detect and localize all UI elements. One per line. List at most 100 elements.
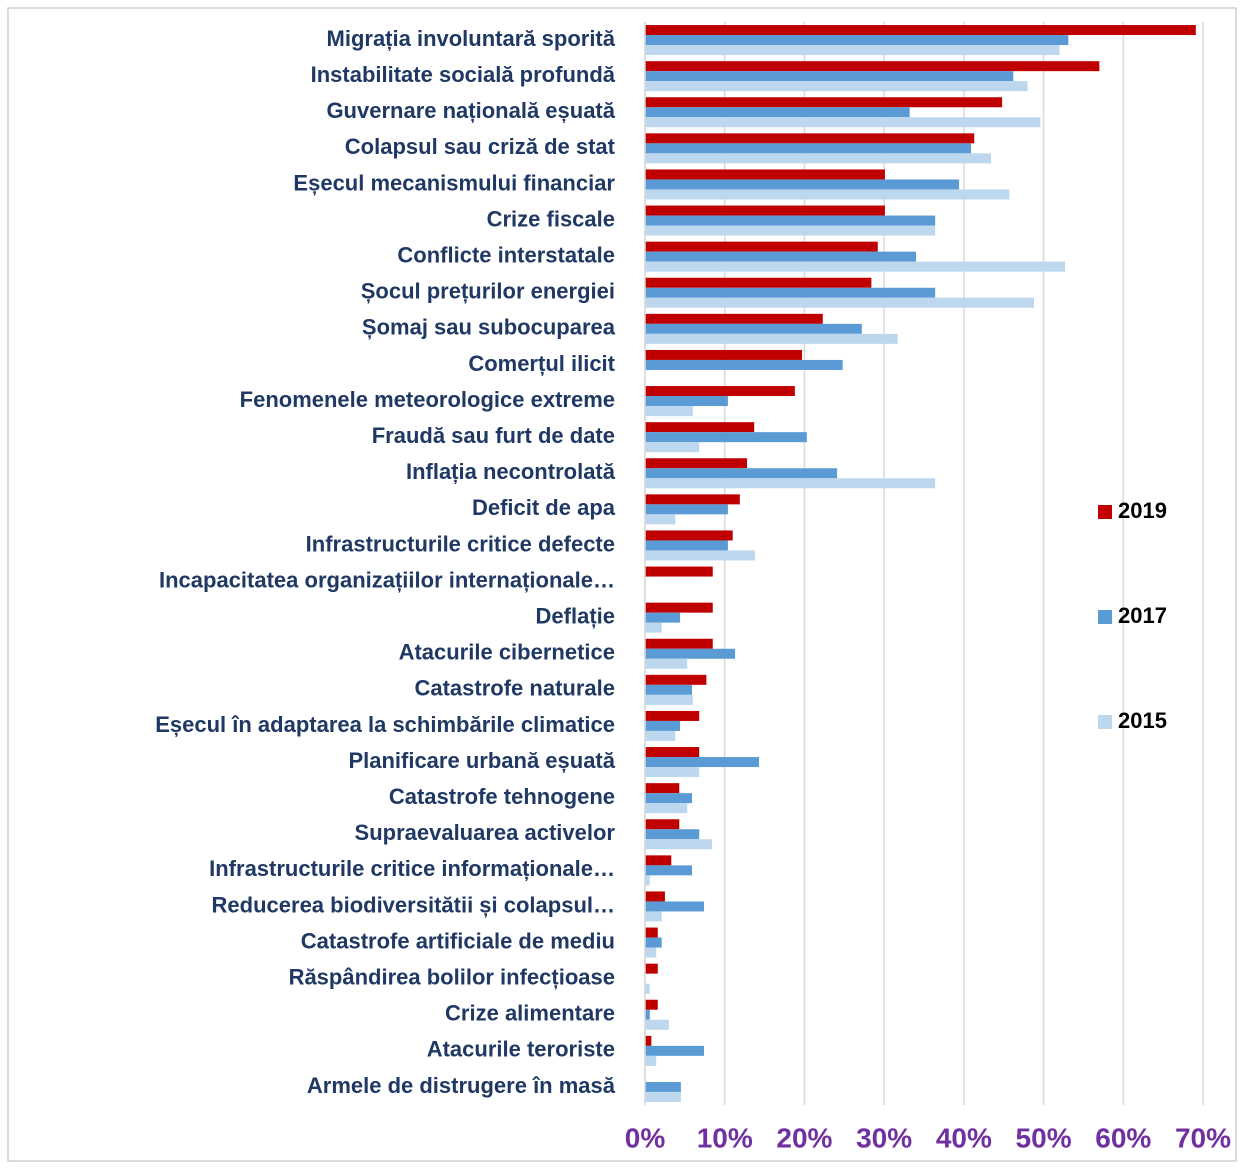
y-tick-label: Șocul prețurilor energiei bbox=[361, 279, 615, 304]
bar bbox=[645, 478, 936, 489]
y-tick-label: Reducerea biodiversitătii și colapsul… bbox=[212, 892, 615, 917]
bar bbox=[645, 323, 862, 334]
bar bbox=[645, 793, 693, 804]
y-tick-label: Catastrofe artificiale de mediu bbox=[301, 928, 615, 953]
bar bbox=[645, 241, 878, 252]
bar bbox=[645, 504, 728, 515]
bar bbox=[645, 839, 712, 850]
bar bbox=[645, 45, 1060, 56]
bar bbox=[645, 333, 898, 344]
chart-border bbox=[7, 7, 1237, 1162]
y-tick-label: Catastrofe naturale bbox=[414, 676, 615, 701]
y-tick-label: Inflația necontrolată bbox=[406, 459, 616, 484]
bar bbox=[645, 865, 693, 876]
bar bbox=[645, 901, 704, 912]
bar bbox=[645, 251, 917, 262]
bar bbox=[645, 540, 728, 551]
x-tick-label: 10% bbox=[697, 1122, 753, 1153]
bar bbox=[645, 153, 991, 164]
bar bbox=[645, 396, 728, 407]
legend-swatch bbox=[1098, 505, 1112, 519]
x-tick-label: 20% bbox=[776, 1122, 832, 1153]
bar bbox=[645, 81, 1028, 92]
bar bbox=[645, 730, 676, 741]
y-tick-label: Eșecul în adaptarea la schimbările clima… bbox=[155, 712, 615, 737]
y-tick-label: Guvernare națională eșuată bbox=[326, 98, 615, 123]
x-tick-label: 70% bbox=[1175, 1122, 1231, 1153]
bar bbox=[645, 720, 681, 731]
bar bbox=[645, 349, 803, 360]
bar bbox=[645, 359, 843, 370]
bar bbox=[645, 277, 872, 288]
bar bbox=[645, 1055, 657, 1066]
legend-label: 2015 bbox=[1118, 708, 1167, 733]
y-tick-label: Fraudă sau furt de date bbox=[372, 423, 615, 448]
bar bbox=[645, 757, 759, 768]
bar bbox=[645, 71, 1014, 82]
bar bbox=[645, 622, 662, 633]
bar bbox=[645, 1091, 681, 1102]
bar bbox=[645, 891, 665, 902]
bar bbox=[645, 25, 1196, 36]
bar bbox=[645, 602, 713, 613]
bar bbox=[645, 875, 650, 886]
bar bbox=[645, 855, 672, 866]
bar bbox=[645, 694, 693, 705]
legend-swatch bbox=[1098, 610, 1112, 624]
y-tick-label: Atacurile cibernetice bbox=[399, 640, 615, 665]
bar bbox=[645, 911, 662, 922]
bar bbox=[645, 225, 936, 236]
y-tick-label: Atacurile teroriste bbox=[427, 1037, 615, 1062]
bar bbox=[645, 133, 975, 144]
legend-swatch bbox=[1098, 715, 1112, 729]
bar bbox=[645, 468, 838, 479]
bar bbox=[645, 803, 688, 814]
y-tick-label: Infrastructurile critice informaționale… bbox=[209, 856, 615, 881]
bar bbox=[645, 287, 936, 298]
y-tick-label: Șomaj sau subocuparea bbox=[362, 315, 616, 340]
bar bbox=[645, 829, 700, 840]
bar bbox=[645, 205, 885, 216]
y-tick-label: Colapsul sau criză de stat bbox=[345, 134, 616, 159]
bar bbox=[645, 1081, 681, 1092]
y-tick-label: Catastrofe tehnogene bbox=[389, 784, 615, 809]
x-tick-label: 50% bbox=[1016, 1122, 1072, 1153]
bar bbox=[645, 710, 700, 721]
legend-label: 2017 bbox=[1118, 603, 1167, 628]
bar bbox=[645, 35, 1069, 46]
y-tick-label: Migrația involuntară sporită bbox=[327, 26, 616, 51]
x-tick-label: 0% bbox=[625, 1122, 666, 1153]
bar bbox=[645, 386, 795, 397]
bar bbox=[645, 684, 693, 695]
y-tick-label: Supraevaluarea activelor bbox=[355, 820, 616, 845]
bar bbox=[645, 783, 680, 794]
y-tick-label: Deflație bbox=[536, 603, 615, 628]
bar bbox=[645, 422, 755, 433]
x-tick-label: 30% bbox=[856, 1122, 912, 1153]
bar bbox=[645, 97, 1003, 108]
bar bbox=[645, 406, 693, 417]
bar bbox=[645, 514, 676, 525]
y-tick-label: Conflicte interstatale bbox=[397, 242, 615, 267]
y-tick-label: Instabilitate socială profundă bbox=[311, 62, 616, 87]
bar bbox=[645, 674, 707, 685]
bar bbox=[645, 261, 1066, 272]
bar bbox=[645, 550, 756, 561]
bar bbox=[645, 612, 681, 623]
y-tick-label: Armele de distrugere în masă bbox=[307, 1073, 616, 1098]
bar bbox=[645, 983, 650, 994]
bar bbox=[645, 61, 1100, 72]
bar bbox=[645, 819, 680, 830]
bar bbox=[645, 1035, 652, 1046]
y-tick-label: Comerțul ilicit bbox=[468, 351, 615, 376]
x-tick-label: 40% bbox=[936, 1122, 992, 1153]
legend-label: 2019 bbox=[1118, 498, 1167, 523]
bar bbox=[645, 442, 700, 453]
bar bbox=[645, 215, 936, 226]
x-tick-label: 60% bbox=[1095, 1122, 1151, 1153]
y-tick-label: Crize alimentare bbox=[445, 1001, 615, 1026]
bar bbox=[645, 927, 658, 938]
bar bbox=[645, 530, 733, 541]
y-tick-label: Fenomenele meteorologice extreme bbox=[240, 387, 615, 412]
